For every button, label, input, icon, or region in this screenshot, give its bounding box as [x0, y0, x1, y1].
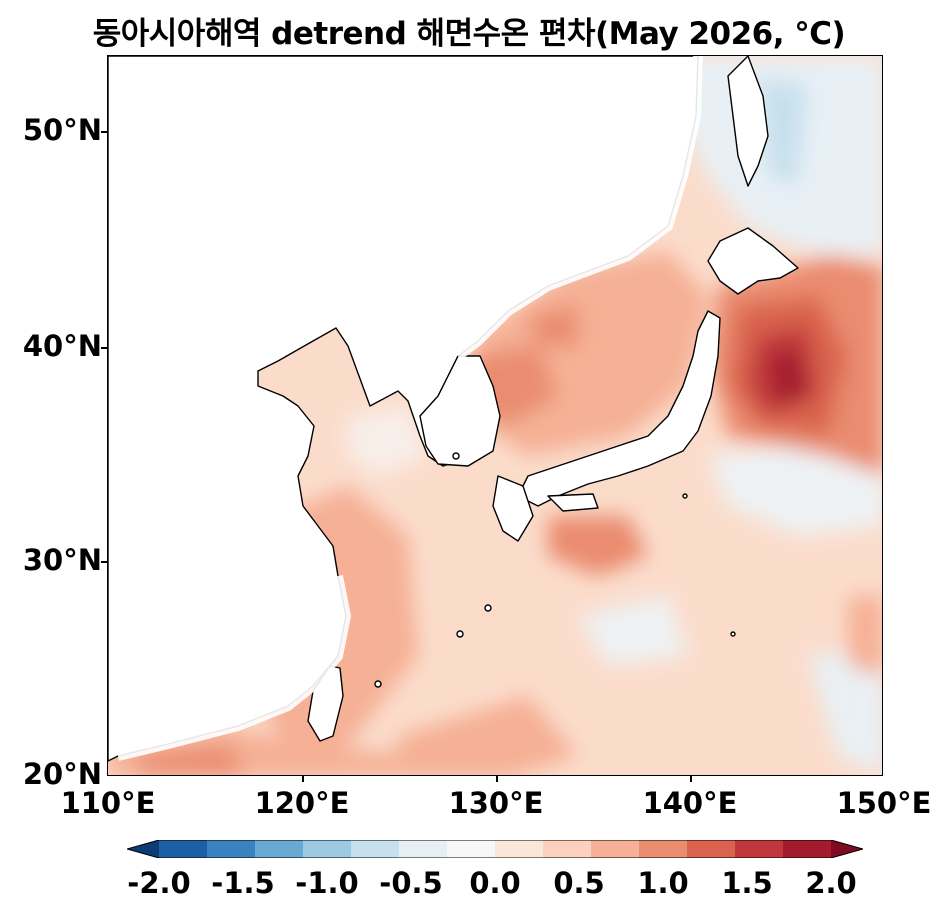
x-tick-label: 110°E — [60, 786, 156, 820]
colorbar-tick-label: -1.0 — [295, 866, 359, 900]
x-tick-label: 140°E — [642, 786, 738, 820]
y-tick-label: 40°N — [22, 329, 102, 363]
y-tick-mark — [101, 131, 107, 133]
colorbar-segment — [783, 840, 832, 858]
colorbar-extend-low — [127, 840, 159, 858]
colorbar-segment — [255, 840, 304, 858]
y-tick-label: 50°N — [22, 113, 102, 147]
colorbar-segment — [303, 840, 352, 858]
colorbar-tick-label: 0.5 — [553, 866, 605, 900]
coastal-mask — [116, 56, 703, 761]
x-tick-mark — [690, 776, 692, 782]
colorbar-tick-label: 1.5 — [721, 866, 773, 900]
x-tick-label: 130°E — [448, 786, 544, 820]
colorbar-segment — [447, 840, 496, 858]
colorbar-segment — [351, 840, 400, 858]
colorbar-tick-label: -2.0 — [127, 866, 191, 900]
map-plot-area — [107, 55, 883, 776]
land — [108, 56, 799, 762]
y-tick-mark — [101, 347, 107, 349]
colorbar-tick-label: 2.0 — [805, 866, 857, 900]
colorbar — [127, 840, 863, 858]
x-tick-mark — [302, 776, 304, 782]
colorbar-segment — [687, 840, 736, 858]
x-tick-mark — [496, 776, 498, 782]
colorbar-segment — [639, 840, 688, 858]
y-tick-label: 30°N — [22, 543, 102, 577]
colorbar-segment — [207, 840, 256, 858]
colorbar-segment — [543, 840, 592, 858]
colorbar-segment — [399, 840, 448, 858]
colorbar-segment — [495, 840, 544, 858]
colorbar-segment — [735, 840, 784, 858]
y-tick-label: 20°N — [22, 757, 102, 791]
colorbar-segment — [591, 840, 640, 858]
x-tick-label: 120°E — [254, 786, 350, 820]
colorbar-tick-label: 1.0 — [637, 866, 689, 900]
colorbar-segment — [159, 840, 208, 858]
colorbar-tick-label: 0.0 — [469, 866, 521, 900]
chart-title: 동아시아해역 detrend 해면수온 편차(May 2026, °C) — [92, 16, 846, 52]
colorbar-tick-label: -0.5 — [379, 866, 443, 900]
sst-anomaly-map — [108, 56, 882, 775]
colorbar-tick-label: -1.5 — [211, 866, 275, 900]
x-tick-label: 150°E — [836, 786, 932, 820]
y-tick-mark — [101, 561, 107, 563]
colorbar-extend-high — [831, 840, 863, 858]
